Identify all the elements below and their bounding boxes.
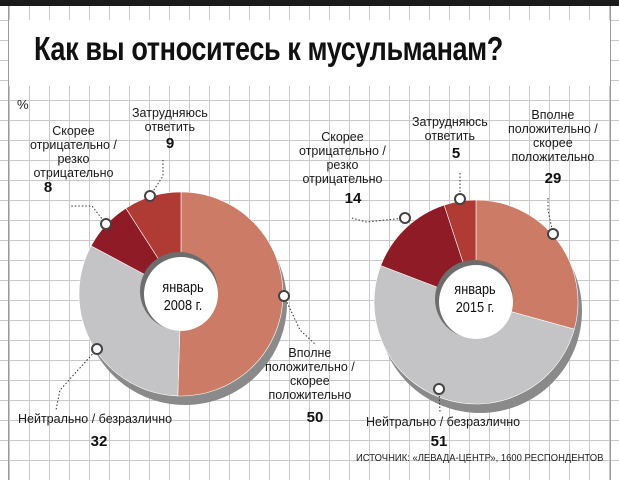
leader-marker-positive [547, 228, 559, 240]
donut-chart-2 [351, 172, 582, 413]
chart2-value-neutral: 51 [430, 433, 448, 450]
frame-right [610, 6, 611, 480]
donut-hole [144, 257, 218, 331]
chart2-value-unsure: 5 [451, 145, 461, 162]
source-note: ИСТОЧНИК: «ЛЕВАДА-ЦЕНТР», 1600 РЕСПОНДЕН… [356, 452, 604, 464]
leader-marker-unsure [144, 190, 156, 202]
leader-marker-unsure [454, 193, 466, 205]
chart1-label-negative: Скорее отрицательно / резко отрицательно [30, 124, 117, 180]
leader-line-negative [70, 205, 107, 225]
chart2-label-neutral: Нейтрально / безразлично [366, 415, 521, 429]
chart2-value-positive: 29 [544, 170, 562, 187]
chart1-label-neutral: Нейтрально / безразлично [18, 412, 173, 426]
chart2-label-negative: Скорее отрицательно / резко отрицательно [299, 130, 386, 186]
chart1-label-unsure: Затрудняюсь ответить [132, 106, 208, 134]
leader-marker-neutral [433, 383, 445, 395]
leader-marker-negative [399, 212, 411, 224]
chart1-value-negative: 8 [43, 179, 53, 196]
leader-marker-neutral [91, 343, 103, 355]
chart1-label-positive: Вполне положительно / скорее положительн… [265, 346, 355, 402]
leader-line-positive [283, 295, 317, 346]
chart1-value-unsure: 9 [165, 135, 175, 152]
title-band [9, 20, 610, 86]
donut-chart-1 [55, 160, 317, 411]
chart1-center-label: январь 2008 г. [162, 279, 204, 314]
unit-label: % [17, 97, 29, 112]
top-border [0, 0, 619, 6]
donut-hole [439, 265, 513, 339]
leader-marker-positive [278, 290, 290, 302]
leader-line-positive [547, 196, 554, 235]
leader-line-negative [351, 217, 406, 223]
leader-marker-negative [100, 218, 112, 230]
page-title: Как вы относитесь к мусульманам? [34, 30, 503, 67]
leader-line-neutral [55, 348, 98, 411]
chart2-label-positive: Вполне положительно / скорее положительн… [508, 108, 598, 164]
chart2-value-negative: 14 [344, 190, 362, 207]
leader-line-unsure [149, 160, 164, 197]
chart1-value-positive: 50 [306, 409, 324, 426]
frame-left [8, 6, 9, 480]
chart1-value-neutral: 32 [90, 433, 108, 450]
chart2-center-label: январь 2015 г. [454, 281, 496, 316]
chart2-label-unsure: Затрудняюсь ответить [412, 115, 488, 143]
